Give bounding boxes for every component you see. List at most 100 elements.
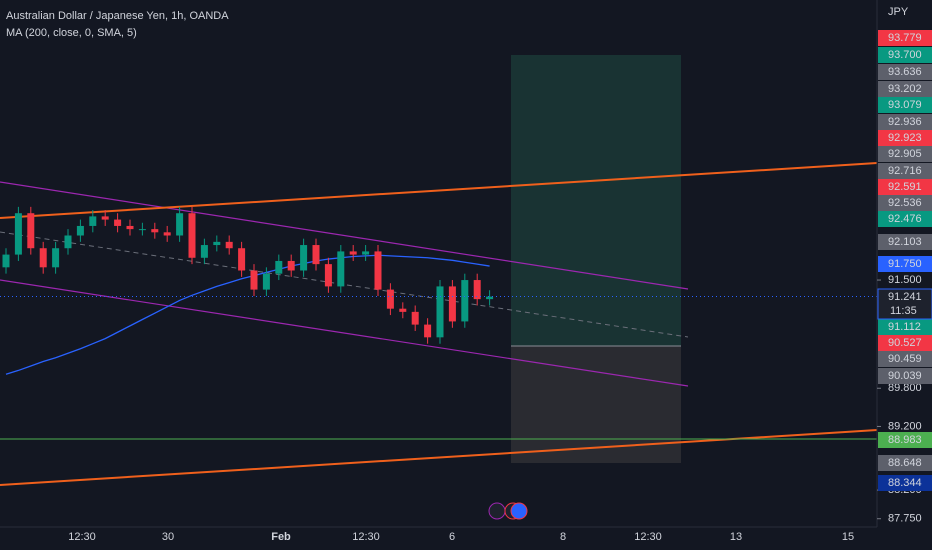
candle-body [461, 280, 469, 322]
price-label-bg [878, 97, 932, 113]
price-label-bg [878, 319, 932, 335]
price-label: 88.344 [888, 477, 922, 489]
current-price-label: 91.241 [888, 291, 922, 303]
candle-body [14, 213, 22, 255]
x-tick-label: 12:30 [634, 531, 662, 543]
y-tick-label: 91.500 [888, 274, 922, 286]
price-label: 92.476 [888, 213, 922, 225]
price-label-bg [878, 368, 932, 384]
x-tick-label: 8 [560, 531, 566, 543]
price-label: 93.700 [888, 49, 922, 61]
price-label-bg [878, 432, 932, 448]
countdown-label: 11:35 [890, 305, 917, 317]
price-label: 93.079 [888, 99, 922, 111]
price-label-bg [878, 47, 932, 63]
channel-top [0, 181, 689, 290]
price-label-bg [878, 163, 932, 179]
price-label: 92.905 [888, 148, 922, 160]
x-tick-label: 15 [842, 531, 854, 543]
trend-line [0, 162, 878, 219]
candle-body [225, 241, 233, 249]
channel-mid [0, 231, 689, 338]
candle-body [486, 296, 494, 300]
price-label: 91.750 [888, 258, 922, 270]
price-label: 92.536 [888, 197, 922, 209]
event-icon[interactable] [488, 502, 506, 520]
candle-body [76, 225, 84, 236]
candle-body [300, 245, 308, 271]
price-label: 92.936 [888, 116, 922, 128]
x-tick-label: 6 [449, 531, 455, 543]
candle-body [52, 248, 60, 268]
price-label-bg [878, 455, 932, 471]
price-label-bg [878, 146, 932, 162]
y-tick-label: 89.800 [888, 382, 922, 394]
current-price-bg [877, 288, 932, 320]
x-tick-label: 30 [162, 531, 174, 543]
candle-body [386, 289, 394, 309]
price-label: 92.923 [888, 132, 922, 144]
candle-body [262, 273, 270, 290]
candle-body [126, 225, 134, 230]
candle-body [114, 219, 122, 226]
candle-body [163, 232, 171, 236]
price-label: 88.983 [888, 434, 922, 446]
candle-body [275, 260, 283, 274]
candle-body [101, 216, 109, 220]
event-icon[interactable] [510, 502, 528, 520]
candle-body [312, 245, 320, 265]
price-label-bg [878, 256, 932, 272]
profit-zone [511, 55, 681, 346]
candle-body [188, 213, 196, 258]
price-label: 88.648 [888, 457, 922, 469]
price-label: 92.716 [888, 165, 922, 177]
candle-body [473, 280, 481, 300]
channel-bottom [0, 279, 689, 387]
candle-body [200, 245, 208, 258]
price-label-bg [878, 195, 932, 211]
price-label-bg [878, 234, 932, 250]
currency: JPY [888, 6, 909, 18]
price-label-bg [878, 475, 932, 491]
candle-body [287, 260, 295, 271]
price-label: 93.202 [888, 83, 922, 95]
ma-line [5, 254, 490, 375]
price-label-bg [878, 351, 932, 367]
price-label-bg [878, 211, 932, 227]
candle-body [436, 286, 444, 338]
price-label-bg [878, 114, 932, 130]
price-label-bg [878, 130, 932, 146]
candle-body [39, 248, 47, 268]
candle-body [324, 264, 332, 287]
chart-subtitle: MA (200, close, 0, SMA, 5) [6, 27, 137, 39]
price-label-bg [878, 30, 932, 46]
price-label: 90.039 [888, 370, 922, 382]
candle-body [362, 251, 370, 255]
candle-body [151, 229, 159, 233]
price-label-bg [878, 64, 932, 80]
price-label: 93.779 [888, 32, 922, 44]
candle-body [349, 251, 357, 255]
price-label-bg [878, 335, 932, 351]
candle-body [250, 270, 258, 290]
candle-body [411, 311, 419, 325]
candle-body [213, 241, 221, 246]
candle-body [337, 251, 345, 287]
candle-body [424, 324, 432, 338]
x-tick-label: 12:30 [68, 531, 96, 543]
candle-body [2, 254, 10, 268]
x-tick-label: 12:30 [352, 531, 380, 543]
price-label: 90.459 [888, 353, 922, 365]
x-tick-label: Feb [271, 531, 291, 543]
candle-body [176, 213, 184, 236]
candle-body [399, 308, 407, 312]
price-label: 91.112 [888, 321, 921, 333]
candle-body [238, 248, 246, 271]
price-label-bg [878, 179, 932, 195]
price-label-bg [878, 81, 932, 97]
candle-body [138, 229, 146, 231]
candle-body [448, 286, 456, 322]
price-label: 93.636 [888, 66, 922, 78]
